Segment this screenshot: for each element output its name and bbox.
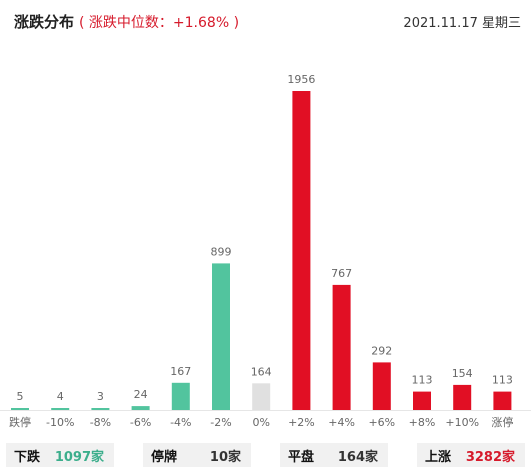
trade-date: 2021.11.17 星期三 [403, 16, 521, 31]
bar [493, 391, 512, 410]
data-label: 164 [251, 365, 272, 378]
data-label: 5 [17, 390, 24, 403]
stat-suspended: 停牌 10家 [143, 443, 251, 467]
stat-up-label: 上涨 [425, 449, 452, 465]
stat-flat: 平盘 164家 [280, 443, 388, 467]
median-change-subtitle: ( 涨跌中位数：+1.68% ) [79, 15, 240, 31]
summary-bar: 下跌 1097家 停牌 10家 平盘 164家 上涨 3282家 [6, 443, 525, 467]
x-tick-label: -2% [210, 416, 231, 429]
x-tick-label: 涨停 [491, 415, 513, 429]
bar [292, 91, 311, 410]
bar [332, 284, 351, 410]
bar [212, 263, 230, 410]
x-tick-label: +8% [409, 416, 436, 429]
data-label: 154 [452, 367, 473, 380]
bar [372, 362, 391, 410]
chart-header: 涨跌分布 ( 涨跌中位数：+1.68% ) 2021.11.17 星期三 [0, 0, 531, 40]
bar [453, 384, 472, 410]
stat-suspended-value: 10家 [209, 449, 241, 465]
distribution-bar-chart: 5 跌停 4 -10% 3 -8% 24 -6% 167 -4% 899 -2% 164 0% 1956 +2… [0, 73, 531, 429]
data-label: 4 [57, 390, 64, 403]
stat-up: 上涨 3282家 [417, 443, 525, 467]
stat-flat-value: 164家 [337, 449, 378, 465]
x-tick-label: +10% [445, 416, 479, 429]
data-label: 1956 [287, 73, 315, 86]
x-tick-label: -8% [90, 416, 111, 429]
bar [51, 408, 70, 410]
x-tick-label: -4% [170, 416, 191, 429]
stat-up-value: 3282家 [465, 449, 515, 465]
bar [252, 383, 271, 410]
bar [91, 408, 110, 410]
x-tick-label: -6% [130, 416, 151, 429]
data-label: 899 [211, 245, 232, 258]
data-label: 292 [371, 344, 392, 357]
stat-down: 下跌 1097家 [6, 443, 114, 467]
x-tick-label: +4% [328, 416, 355, 429]
x-tick-label: 跌停 [9, 415, 31, 429]
data-label: 113 [492, 374, 513, 387]
stat-down-value: 1097家 [54, 449, 104, 465]
data-label: 3 [97, 390, 104, 403]
stat-flat-label: 平盘 [288, 449, 315, 465]
bar [413, 391, 431, 410]
bar [131, 406, 150, 410]
data-label: 24 [134, 388, 148, 401]
stat-suspended-label: 停牌 [151, 449, 178, 465]
chart-title: 涨跌分布 [14, 13, 75, 31]
x-tick-label: +2% [288, 416, 315, 429]
data-label: 167 [170, 365, 191, 378]
x-tick-label: 0% [252, 416, 269, 429]
bar [171, 382, 190, 410]
x-tick-label: +6% [368, 416, 395, 429]
data-label: 113 [412, 374, 433, 387]
x-tick-label: -10% [46, 416, 74, 429]
stat-down-label: 下跌 [14, 449, 41, 465]
bar [11, 408, 29, 410]
data-label: 767 [331, 267, 352, 280]
